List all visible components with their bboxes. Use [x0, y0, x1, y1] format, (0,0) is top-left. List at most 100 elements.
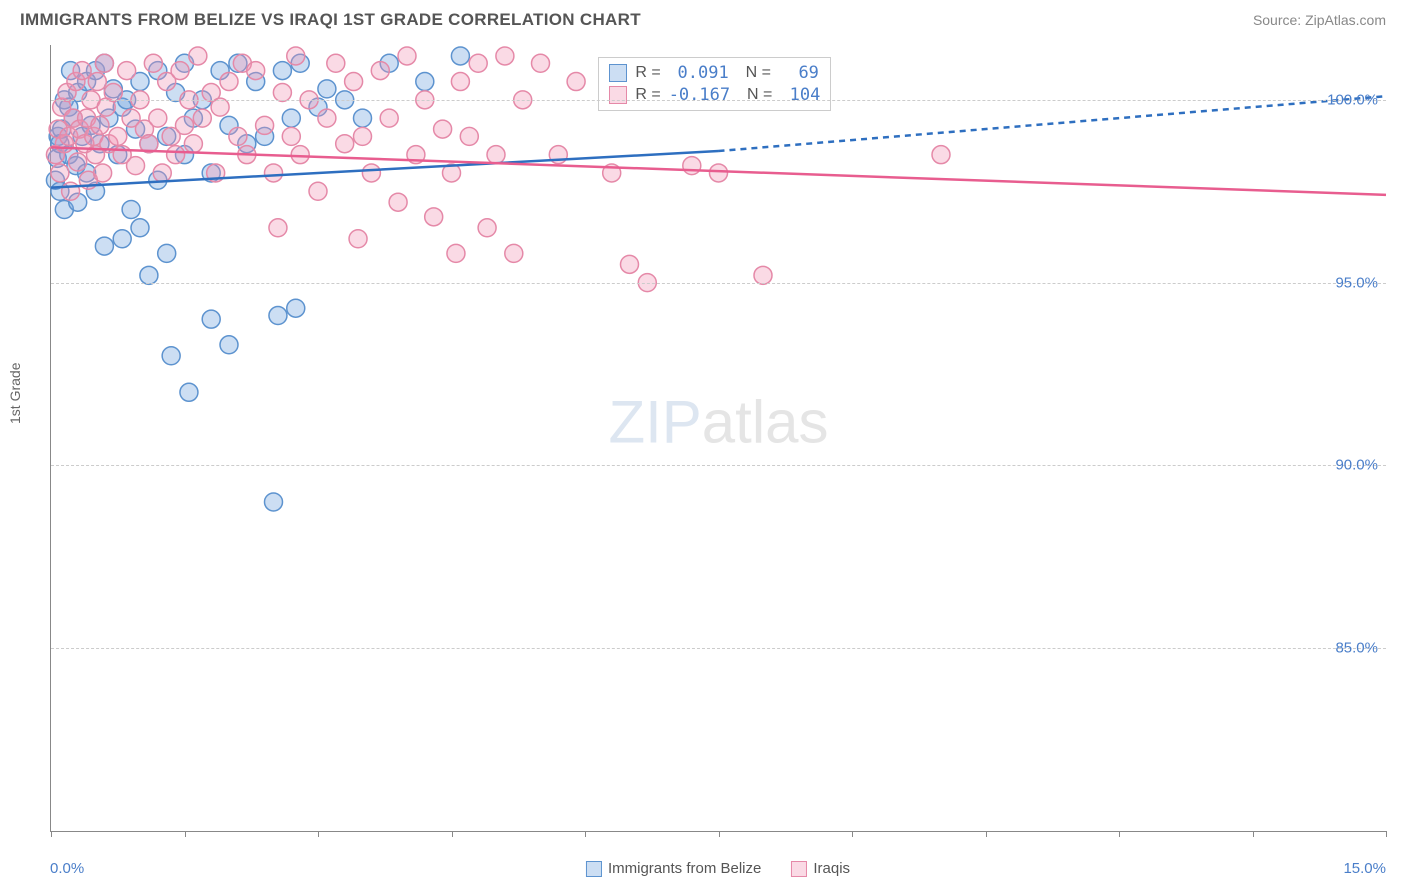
- stat-r-label: R =: [635, 86, 660, 104]
- stat-n-value: 69: [779, 63, 819, 83]
- x-min-label: 0.0%: [50, 860, 84, 877]
- scatter-point: [113, 230, 131, 248]
- scatter-point: [710, 164, 728, 182]
- plot-area: ZIPatlas R =0.091 N =69R =-0.167 N =104 …: [50, 45, 1386, 832]
- scatter-point: [269, 307, 287, 325]
- scatter-point: [434, 120, 452, 138]
- y-axis-label: 1st Grade: [7, 363, 23, 424]
- legend-label: Iraqis: [813, 860, 850, 877]
- stats-legend-box: R =0.091 N =69R =-0.167 N =104: [598, 57, 831, 111]
- scatter-point: [478, 219, 496, 237]
- y-tick-label: 95.0%: [1335, 274, 1378, 291]
- scatter-point: [247, 62, 265, 80]
- scatter-point: [269, 219, 287, 237]
- scatter-point: [171, 62, 189, 80]
- scatter-point: [94, 164, 112, 182]
- scatter-point: [336, 135, 354, 153]
- stat-r-value: -0.167: [669, 85, 730, 105]
- scatter-point: [131, 219, 149, 237]
- scatter-point: [683, 157, 701, 175]
- gridline: [51, 648, 1386, 649]
- series-swatch: [609, 64, 627, 82]
- legend-bottom: Immigrants from Belize Iraqis: [586, 860, 850, 877]
- scatter-point: [220, 336, 238, 354]
- scatter-point: [265, 493, 283, 511]
- series-swatch: [609, 86, 627, 104]
- scatter-point: [220, 73, 238, 91]
- scatter-point: [167, 146, 185, 164]
- scatter-point: [282, 127, 300, 145]
- scatter-point: [144, 54, 162, 72]
- scatter-point: [487, 146, 505, 164]
- scatter-point: [287, 47, 305, 65]
- scatter-point: [88, 73, 106, 91]
- y-tick-label: 85.0%: [1335, 640, 1378, 657]
- scatter-point: [180, 383, 198, 401]
- chart-title: IMMIGRANTS FROM BELIZE VS IRAQI 1ST GRAD…: [20, 10, 641, 30]
- scatter-point: [211, 98, 229, 116]
- scatter-point: [122, 201, 140, 219]
- scatter-point: [318, 109, 336, 127]
- legend-item: Immigrants from Belize: [586, 860, 761, 877]
- scatter-point: [505, 244, 523, 262]
- scatter-point: [932, 146, 950, 164]
- gridline: [51, 465, 1386, 466]
- chart-source: Source: ZipAtlas.com: [1253, 12, 1386, 28]
- scatter-point: [754, 266, 772, 284]
- scatter-point: [140, 266, 158, 284]
- stat-n-label: N =: [737, 64, 771, 82]
- scatter-point: [567, 73, 585, 91]
- x-tick: [185, 831, 186, 837]
- scatter-point: [202, 310, 220, 328]
- scatter-point: [149, 109, 167, 127]
- scatter-point: [118, 62, 136, 80]
- y-tick-label: 90.0%: [1335, 457, 1378, 474]
- scatter-point: [189, 47, 207, 65]
- x-tick: [852, 831, 853, 837]
- scatter-point: [389, 193, 407, 211]
- scatter-point: [291, 146, 309, 164]
- scatter-point: [69, 153, 87, 171]
- scatter-point: [73, 62, 91, 80]
- scatter-point: [162, 347, 180, 365]
- scatter-point: [496, 47, 514, 65]
- scatter-point: [354, 127, 372, 145]
- gridline: [51, 283, 1386, 284]
- gridline: [51, 100, 1386, 101]
- scatter-point: [273, 84, 291, 102]
- scatter-point: [282, 109, 300, 127]
- scatter-point: [362, 164, 380, 182]
- scatter-point: [91, 116, 109, 134]
- scatter-point: [451, 47, 469, 65]
- x-tick: [318, 831, 319, 837]
- legend-label: Immigrants from Belize: [608, 860, 761, 877]
- scatter-point: [425, 208, 443, 226]
- scatter-point: [273, 62, 291, 80]
- scatter-point: [158, 244, 176, 262]
- scatter-point: [184, 135, 202, 153]
- scatter-point: [153, 164, 171, 182]
- scatter-point: [104, 84, 122, 102]
- scatter-point: [447, 244, 465, 262]
- y-tick-label: 100.0%: [1327, 91, 1378, 108]
- scatter-point: [193, 109, 211, 127]
- scatter-point: [95, 54, 113, 72]
- scatter-point: [371, 62, 389, 80]
- x-tick: [1119, 831, 1120, 837]
- scatter-point: [349, 230, 367, 248]
- scatter-svg: [51, 45, 1386, 831]
- scatter-point: [318, 80, 336, 98]
- scatter-point: [95, 237, 113, 255]
- scatter-point: [354, 109, 372, 127]
- scatter-point: [287, 299, 305, 317]
- legend-swatch: [791, 861, 807, 877]
- x-tick: [51, 831, 52, 837]
- x-tick: [1386, 831, 1387, 837]
- scatter-point: [398, 47, 416, 65]
- x-max-label: 15.0%: [1343, 860, 1386, 877]
- scatter-point: [127, 157, 145, 175]
- scatter-point: [256, 116, 274, 134]
- trend-line-solid: [51, 147, 1386, 195]
- scatter-point: [51, 164, 69, 182]
- scatter-point: [469, 54, 487, 72]
